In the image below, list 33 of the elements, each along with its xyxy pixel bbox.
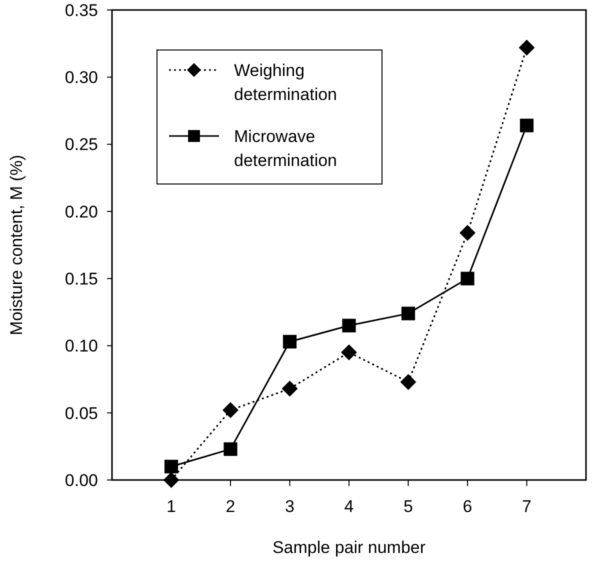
point bbox=[520, 118, 534, 132]
point bbox=[460, 272, 474, 286]
y-tick-label: 0.15 bbox=[64, 270, 98, 289]
point bbox=[224, 442, 238, 456]
y-tick-label: 0.25 bbox=[64, 135, 98, 154]
point bbox=[164, 460, 178, 474]
legend-label: Weighing determination bbox=[234, 60, 338, 104]
x-tick-label: 2 bbox=[226, 497, 236, 516]
point bbox=[222, 402, 238, 418]
point bbox=[401, 306, 416, 320]
y-axis-title: Moisture content, M (%) bbox=[7, 154, 26, 336]
y-tick-label: 0.05 bbox=[64, 404, 98, 423]
y-tick-label: 0.35 bbox=[64, 0, 98, 20]
x-tick-label: 6 bbox=[462, 497, 472, 516]
point bbox=[282, 380, 298, 397]
x-tick-label: 3 bbox=[285, 497, 294, 516]
point bbox=[460, 224, 476, 241]
x-tick-label: 5 bbox=[404, 497, 413, 516]
x-tick-label: 1 bbox=[166, 497, 176, 516]
y-tick-label: 0.00 bbox=[64, 470, 98, 490]
y-tick-label: 0.20 bbox=[64, 202, 98, 222]
y-tick-label: 0.10 bbox=[64, 336, 98, 356]
x-tick-label: 7 bbox=[522, 497, 532, 516]
x-axis-title: Sample pair number bbox=[272, 538, 426, 557]
point bbox=[163, 472, 180, 488]
legend-label: Microwave determination bbox=[234, 126, 338, 170]
point bbox=[282, 334, 297, 348]
y-tick-label: 0.30 bbox=[64, 68, 98, 88]
x-tick-label: 4 bbox=[344, 497, 354, 516]
point bbox=[342, 318, 356, 332]
point bbox=[518, 40, 535, 56]
point bbox=[341, 344, 357, 360]
point bbox=[400, 374, 416, 390]
